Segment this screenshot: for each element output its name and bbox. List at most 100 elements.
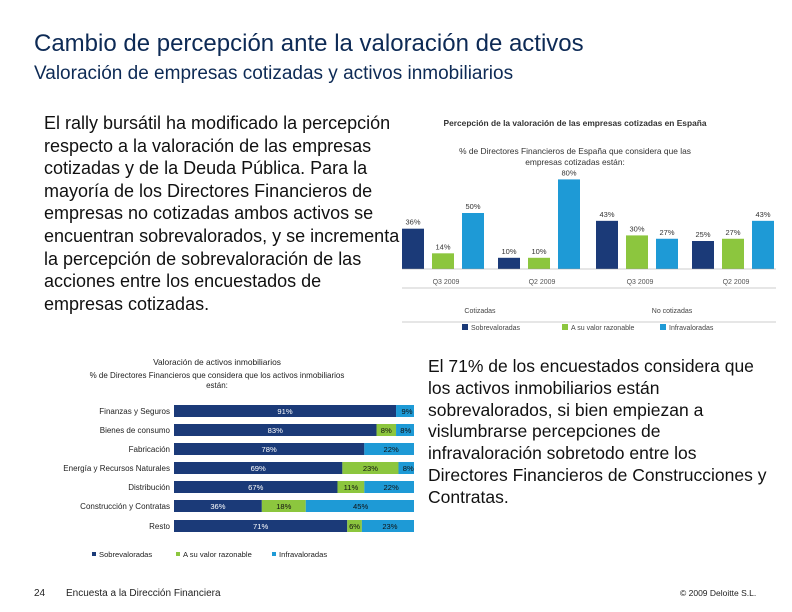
chart2-bar-segment [347, 520, 362, 532]
chart1-bar-label: 25% [695, 230, 710, 239]
chart2-bar-label: 8% [381, 426, 392, 435]
chart2-bar-segment [364, 481, 414, 493]
chart1-group-cotizadas: Cotizadas [464, 308, 496, 315]
chart2-bar-segment [337, 481, 365, 493]
chart1-bar-label: 80% [561, 168, 576, 177]
chart2-bar-label: 23% [382, 522, 397, 531]
intro-paragraph: El rally bursátil ha modificado la perce… [44, 113, 400, 314]
chart1-bar [528, 257, 550, 269]
chart2-title: Valoración de activos inmobiliarios [153, 357, 281, 367]
page-subtitle: Valoración de empresas cotizadas y activ… [34, 63, 514, 84]
chart1-bar [402, 228, 424, 269]
chart1-bar-label: 43% [599, 210, 614, 219]
chart2-bar-label: 45% [353, 502, 368, 511]
chart2-legend-swatch [176, 552, 180, 556]
chart1-bar [752, 220, 774, 269]
chart1-bar [558, 179, 580, 269]
chart2-bar-segment [174, 462, 343, 474]
chart2-category-label: Energía y Recursos Naturales [63, 464, 170, 473]
chart2-category-label: Resto [149, 522, 170, 531]
chart2-category-label: Bienes de consumo [100, 426, 171, 435]
footer-copyright: © 2009 Deloitte S.L. [680, 588, 757, 598]
chart1-subtitle: % de Directores Financieros de España qu… [459, 146, 691, 167]
chart2-category-label: Fabricación [129, 445, 170, 454]
chart2-bar-label: 22% [384, 483, 399, 492]
chart2-bar-segment [376, 424, 397, 436]
chart2-category-label: Finanzas y Seguros [99, 407, 170, 416]
chart1-bar [656, 238, 678, 269]
chart1-bar [498, 257, 520, 269]
chart2-bar-segment [261, 500, 306, 512]
footer-source: Encuesta a la Dirección Financiera [66, 588, 221, 599]
chart2-bar-label: 8% [400, 426, 411, 435]
chart1-bar-label: 10% [501, 247, 516, 256]
chart2-bar-label: 9% [402, 407, 413, 416]
chart2-legend-label: Infravaloradas [279, 550, 327, 559]
chart1-bar-label: 50% [465, 202, 480, 211]
chart2-category-label: Construcción y Contratas [80, 502, 170, 511]
real-estate-paragraph: El 71% de los encuestados considera que … [428, 356, 767, 507]
chart1-x-tick: Q3 2009 [433, 279, 460, 286]
chart1-bar [462, 213, 484, 269]
chart1-bar [596, 220, 618, 269]
chart2-bar-label: 8% [403, 464, 414, 473]
chart1-bar-label: 43% [755, 210, 770, 219]
chart2-bar-label: 18% [276, 502, 291, 511]
chart2-bar-label: 23% [363, 464, 378, 473]
chart2-subtitle: % de Directores Financieros que consider… [90, 371, 345, 390]
chart2-bar-segment [174, 481, 338, 493]
chart2-bar-segment [174, 500, 262, 512]
chart2-bar-segment [396, 405, 414, 417]
chart2-bar-segment [396, 424, 414, 436]
chart1-group-no-cotizadas: No cotizadas [652, 308, 693, 315]
chart2-bar-label: 36% [210, 502, 225, 511]
chart2-bar-label: 6% [349, 522, 360, 531]
cotizadas-valuation-chart: Percepción de la valoración de las empre… [402, 118, 776, 332]
chart1-bar-label: 36% [405, 218, 420, 227]
chart1-bar-label: 27% [659, 228, 674, 237]
chart2-bar-segment [174, 424, 377, 436]
chart2-category-label: Distribución [128, 483, 170, 492]
chart1-bar [626, 235, 648, 269]
chart1-title: Percepción de la valoración de las empre… [444, 118, 707, 128]
chart2-bar-label: 71% [253, 522, 268, 531]
chart2-legend-swatch [272, 552, 276, 556]
chart2-bar-label: 11% [344, 483, 359, 492]
chart1-legend-label: Infravaloradas [669, 325, 714, 332]
chart2-bar-label: 69% [251, 464, 266, 473]
chart1-legend-label: A su valor razonable [571, 325, 635, 332]
chart1-bar [692, 241, 714, 269]
chart1-bar [432, 253, 454, 269]
chart2-legend-label: Sobrevaloradas [99, 550, 152, 559]
page-title: Cambio de percepción ante la valoración … [34, 30, 584, 57]
chart1-bar [722, 238, 744, 269]
chart2-legend-label: A su valor razonable [183, 550, 252, 559]
chart1-bar-label: 14% [435, 242, 450, 251]
chart1-bar-label: 27% [725, 228, 740, 237]
chart2-bar-segment [305, 500, 414, 512]
chart2-bar-label: 22% [384, 445, 399, 454]
chart1-legend-swatch [660, 324, 666, 330]
chart2-bar-segment [361, 520, 414, 532]
chart2-bar-segment [174, 520, 348, 532]
chart2-bar-segment [364, 443, 414, 455]
chart1-x-tick: Q3 2009 [627, 279, 654, 286]
chart1-x-tick: Q2 2009 [529, 279, 556, 286]
chart1-bar-label: 10% [531, 247, 546, 256]
chart1-legend-swatch [562, 324, 568, 330]
real-estate-valuation-chart: Valoración de activos inmobiliarios % de… [63, 357, 414, 559]
chart2-bar-segment [174, 405, 397, 417]
chart1-bar-label: 30% [629, 224, 644, 233]
chart2-bar-label: 83% [268, 426, 283, 435]
chart1-legend-swatch [462, 324, 468, 330]
chart1-legend-label: Sobrevaloradas [471, 325, 521, 332]
chart2-bar-label: 78% [262, 445, 277, 454]
footer-page-number: 24 [34, 588, 46, 599]
chart2-bar-label: 67% [248, 483, 263, 492]
chart2-legend-swatch [92, 552, 96, 556]
chart2-bar-label: 91% [277, 407, 292, 416]
chart1-x-tick: Q2 2009 [723, 279, 750, 286]
chart2-bar-segment [342, 462, 399, 474]
chart2-bar-segment [398, 462, 414, 474]
chart2-bar-segment [174, 443, 365, 455]
